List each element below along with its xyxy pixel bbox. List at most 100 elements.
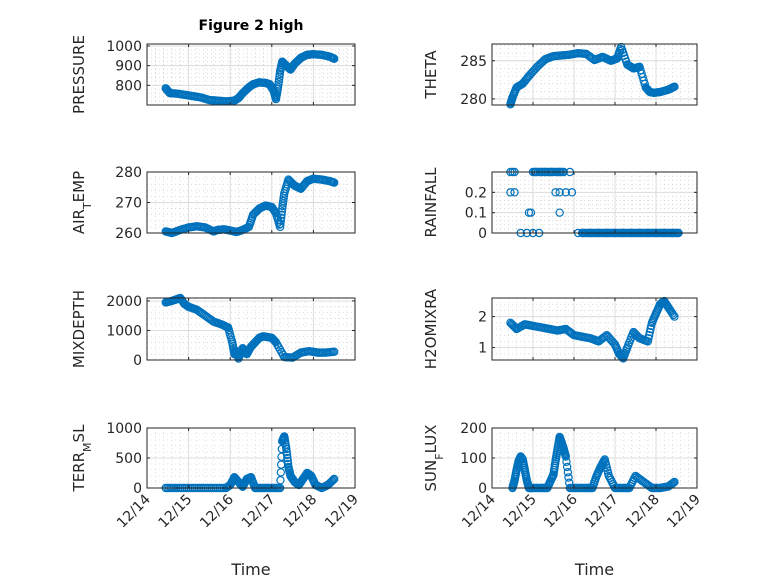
data-point (562, 462, 572, 472)
y-label-main: TERR (70, 452, 88, 493)
data-point (271, 338, 281, 347)
data-point (330, 347, 339, 356)
y-axis-label: THETA (422, 50, 440, 100)
y-tick-label: 200 (460, 421, 487, 437)
data-point (639, 477, 648, 487)
data-point (201, 311, 210, 320)
data-point (321, 348, 331, 357)
data-point (612, 54, 622, 63)
data-point (328, 475, 338, 485)
data-point (594, 337, 603, 346)
x-tick-label: 12/15 (156, 492, 196, 532)
subplot-theta: 280 285 THETA (422, 42, 698, 109)
data-point (520, 465, 530, 475)
data-point (512, 83, 521, 92)
data-point (664, 303, 673, 312)
data-point (213, 96, 222, 105)
data-point (271, 94, 281, 104)
y-tick-label: 0 (478, 226, 487, 242)
data-point (250, 338, 260, 347)
data-point (596, 462, 605, 472)
y-label-main: PRESSURE (70, 35, 88, 114)
data-point (205, 95, 214, 105)
data-point (282, 447, 291, 457)
subplot-sun-flux: 0 100 200 12/14 12/15 12/16 12/17 12/18 12/19 Tim… (422, 421, 704, 579)
y-axis-label: RAINFALL (422, 167, 440, 238)
y-tick-label: 0 (133, 481, 142, 497)
y-tick-label: 100 (460, 451, 487, 467)
data-point (296, 184, 306, 193)
y-tick-label: 0 (133, 353, 142, 369)
data-point (524, 71, 534, 81)
data-point (563, 468, 573, 477)
data-point (557, 51, 566, 60)
y-label-main: SUN (422, 460, 440, 492)
data-point (277, 452, 286, 461)
data-point (188, 91, 197, 101)
axes-box (491, 43, 698, 106)
data-point (313, 348, 322, 357)
data-point (643, 337, 653, 346)
data-point (561, 188, 571, 197)
y-tick-label: 800 (115, 78, 142, 94)
data-point (290, 59, 299, 68)
data-point (209, 317, 218, 326)
data-point (275, 222, 285, 232)
data-point (604, 471, 614, 481)
data-point (277, 210, 286, 219)
data-point (506, 318, 515, 327)
x-tick-label: 12/16 (541, 491, 581, 531)
y-tick-label: 270 (115, 196, 142, 212)
data-point (298, 474, 308, 484)
data-point (325, 176, 335, 186)
data-point (196, 93, 206, 102)
data-point (670, 477, 679, 487)
axes-box (491, 297, 698, 361)
data-point (512, 465, 521, 475)
data-point (623, 60, 632, 69)
series-mixdepth (161, 293, 339, 363)
x-tick-label: 12/18 (623, 492, 663, 532)
data-point (246, 473, 256, 482)
data-point (248, 210, 258, 219)
data-point (645, 327, 655, 337)
data-point (307, 471, 316, 481)
y-label-tail: SL (70, 424, 88, 443)
data-point (161, 84, 170, 93)
data-point (265, 80, 274, 89)
data-point (600, 455, 609, 464)
data-point (670, 312, 679, 321)
data-point (551, 456, 560, 466)
subplot-rainfall: 0 0.1 0.2 RAINFALL (422, 167, 698, 242)
x-tick-label: 12/17 (582, 492, 622, 532)
axes-box (491, 171, 698, 234)
data-point (271, 208, 281, 218)
data-point (234, 93, 243, 103)
x-tick-label: 12/15 (500, 492, 540, 532)
y-label-subscript: T (81, 202, 94, 210)
axes-box (146, 43, 356, 106)
y-tick-label: 0 (478, 481, 487, 497)
data-point (276, 216, 286, 225)
data-point (330, 474, 339, 484)
x-tick-label: 12/19 (322, 492, 362, 532)
data-point (277, 207, 287, 216)
data-point (518, 455, 527, 464)
data-point (309, 50, 318, 59)
data-point (646, 324, 655, 334)
x-tick-label: 12/16 (197, 491, 237, 531)
data-point (664, 482, 673, 491)
y-tick-label: 1000 (106, 323, 142, 339)
data-point (635, 334, 644, 343)
data-point (180, 90, 189, 99)
data-point (616, 42, 626, 52)
data-point (238, 88, 247, 98)
y-tick-label: 2000 (106, 294, 142, 310)
data-point (541, 55, 550, 64)
y-tick-label: 1 (478, 341, 487, 357)
y-label-main: H2OMIXRA (422, 288, 440, 369)
x-tick-label: 12/18 (280, 492, 320, 532)
data-point (567, 188, 577, 197)
data-point (305, 346, 314, 356)
